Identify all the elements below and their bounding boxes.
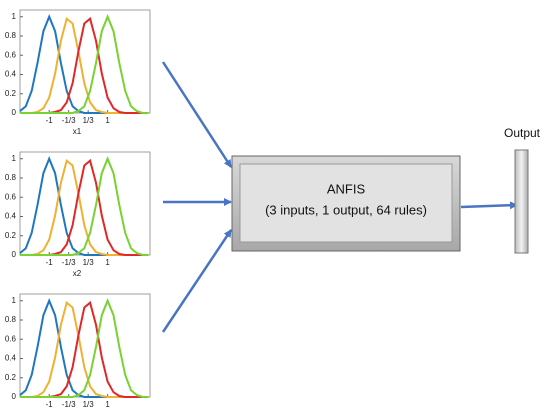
x-tick-label: -1/3 bbox=[62, 116, 76, 125]
curve bbox=[20, 298, 149, 398]
y-tick-label: 1 bbox=[12, 154, 17, 163]
curve bbox=[20, 156, 149, 256]
x-axis-label: x1 bbox=[73, 127, 82, 136]
x-tick-label: 1 bbox=[105, 116, 110, 125]
y-tick-label: 0.2 bbox=[5, 89, 17, 98]
output-bar bbox=[514, 149, 529, 254]
arrow bbox=[161, 229, 233, 333]
x-tick-label: -1 bbox=[46, 116, 54, 125]
y-tick-label: 0 bbox=[12, 392, 17, 401]
anfis-title: ANFIS bbox=[327, 181, 366, 196]
x-tick-label: 1 bbox=[105, 400, 110, 409]
x-tick-label: -1/3 bbox=[62, 400, 76, 409]
y-tick-label: 0.2 bbox=[5, 373, 17, 382]
x-tick-label: 1/3 bbox=[83, 116, 95, 125]
x-tick-label: 1/3 bbox=[83, 400, 95, 409]
arrows bbox=[161, 61, 518, 333]
y-tick-label: 1 bbox=[12, 12, 17, 21]
curve bbox=[19, 156, 149, 256]
plot-frame bbox=[19, 151, 151, 256]
y-tick-label: 0.8 bbox=[5, 173, 17, 182]
arrow bbox=[460, 201, 518, 210]
x-tick-label: -1 bbox=[46, 400, 54, 409]
output-label: Output bbox=[504, 126, 541, 140]
curve bbox=[20, 14, 149, 114]
y-tick-label: 0.4 bbox=[5, 70, 17, 79]
anfis-inner bbox=[239, 163, 453, 243]
y-tick-label: 0.8 bbox=[5, 315, 17, 324]
plot-frame bbox=[19, 293, 151, 398]
x-tick-label: 1/3 bbox=[83, 258, 95, 267]
arrow bbox=[161, 61, 233, 168]
curve bbox=[19, 298, 149, 398]
plot-frame bbox=[19, 9, 151, 114]
curve bbox=[19, 14, 149, 114]
y-tick-label: 0.6 bbox=[5, 192, 17, 201]
y-tick-label: 0 bbox=[12, 108, 17, 117]
x-axis-label: x2 bbox=[73, 269, 82, 278]
y-tick-label: 0.8 bbox=[5, 31, 17, 40]
y-tick-label: 0.6 bbox=[5, 50, 17, 59]
y-tick-label: 0.2 bbox=[5, 231, 17, 240]
y-tick-label: 0.6 bbox=[5, 334, 17, 343]
x-tick-label: -1 bbox=[46, 258, 54, 267]
y-tick-label: 0 bbox=[12, 250, 17, 259]
y-tick-label: 0.4 bbox=[5, 212, 17, 221]
x-tick-label: -1/3 bbox=[62, 258, 76, 267]
y-tick-label: 1 bbox=[12, 296, 17, 305]
anfis-subtitle: (3 inputs, 1 output, 64 rules) bbox=[265, 202, 427, 217]
y-tick-label: 0.4 bbox=[5, 354, 17, 363]
x-tick-label: 1 bbox=[105, 258, 110, 267]
